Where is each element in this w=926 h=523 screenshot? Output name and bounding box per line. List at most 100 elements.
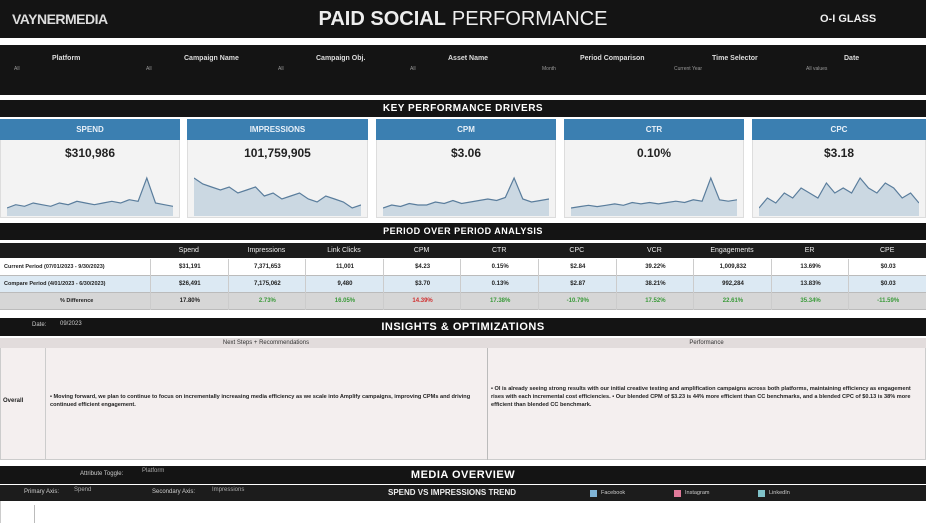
primary-label: Primary Axis:: [24, 489, 60, 495]
toggle-label: Attribute Toggle:: [80, 471, 124, 477]
insights-body: [0, 338, 926, 460]
media-title: MEDIA OVERVIEW: [410, 469, 516, 481]
kpi-value: 101,759,905: [244, 146, 311, 160]
pop-cell: -10.79%: [538, 293, 617, 310]
insights-col: Next Steps + Recommendations: [222, 340, 310, 346]
pop-col: VCR: [647, 247, 662, 254]
secondary-label: Secondary Axis:: [152, 489, 196, 495]
secondary-value: Impressions: [212, 487, 245, 493]
title-bold: PAID SOCIAL: [318, 8, 446, 30]
pop-cell: 13.69%: [770, 259, 850, 276]
kpi-header: [0, 119, 180, 140]
insights-performance: • OI is already seeing strong results wi…: [491, 386, 911, 408]
pop-row-label: % Difference: [60, 298, 94, 304]
pop-cell: $31,191: [150, 259, 229, 276]
pop-cell: 13.83%: [770, 276, 850, 293]
legend-label: LinkedIn: [769, 490, 790, 496]
pop-cell: -11.59%: [848, 293, 926, 310]
pop-cell: 0.15%: [460, 259, 539, 276]
legend-label: Facebook: [601, 490, 626, 496]
pop-cell: 17.52%: [615, 293, 695, 310]
pop-cell: 35.34%: [770, 293, 850, 310]
pop-cell: 1,009,832: [693, 259, 772, 276]
kpi-header: [752, 119, 926, 140]
pop-row-label: Current Period (07/01/2023 - 9/30/2023): [4, 264, 105, 270]
legend-label: Instagram: [685, 490, 710, 496]
header-bar: [0, 0, 926, 38]
insights-title-bar: [0, 318, 926, 336]
pop-col: CTR: [491, 247, 507, 254]
filter-label: Time Selector: [712, 55, 758, 62]
pop-cell: $0.03: [848, 276, 926, 293]
filter-label: Campaign Obj.: [316, 55, 366, 62]
pop-cell: 0.13%: [460, 276, 539, 293]
sparkline-line: [383, 176, 549, 209]
pop-col: Engagements: [710, 247, 754, 254]
sparkline-line: [571, 176, 737, 209]
toggle-value: Platform: [142, 468, 165, 474]
pop-cell: $3.70: [382, 276, 462, 293]
sparkline-area: [7, 178, 173, 216]
kpi-header: [376, 119, 556, 140]
kpi-value: $310,986: [64, 146, 116, 160]
pop-cell: 16.05%: [305, 293, 384, 310]
insights-title: INSIGHTS & OPTIMIZATIONS: [381, 321, 545, 333]
filter-value: All: [278, 66, 284, 72]
kpi-value: $3.06: [450, 146, 482, 160]
pop-cell: $2.84: [538, 259, 617, 276]
kpi-name: SPEND: [76, 125, 104, 134]
brand: VAYNERMEDIA: [12, 11, 108, 27]
filter-value: All values: [806, 66, 828, 72]
kpi-header: [187, 119, 368, 140]
kpi-value: $3.18: [823, 146, 855, 160]
kpi-name: CPC: [830, 125, 848, 134]
kpi-name: IMPRESSIONS: [249, 125, 306, 134]
sparkline: [759, 176, 919, 216]
pop-col: CPC: [569, 247, 585, 254]
pop-title: PERIOD OVER PERIOD ANALYSIS: [383, 226, 543, 236]
title-light: PERFORMANCE: [451, 8, 608, 30]
pop-col: Link Clicks: [327, 247, 361, 254]
title-wrap: PAID SOCIAL PERFORMANCE: [0, 0, 926, 38]
primary-value: Spend: [74, 487, 92, 493]
sparkline: [571, 176, 737, 216]
sparkline-area: [383, 178, 549, 216]
filter-value: All: [410, 66, 416, 72]
insights-row-label: Overall: [3, 398, 24, 404]
filter-value: All: [146, 66, 152, 72]
kpi-title-bar: [0, 100, 926, 117]
filter-label: Period Comparison: [580, 55, 645, 62]
legend-swatch: [758, 490, 765, 497]
insights-col: Performance: [689, 340, 724, 346]
legend-swatch: [590, 490, 597, 497]
pop-row: [0, 293, 926, 310]
pop-row-label: Compare Period (4/01/2023 - 6/30/2023): [4, 281, 106, 287]
filter-value: Month: [542, 66, 556, 72]
pop-title-bar: [0, 223, 926, 240]
chart-title: SPEND VS IMPRESSIONS TREND: [388, 488, 517, 497]
insights-date: 09/2023: [60, 321, 82, 327]
filter-label: Date: [844, 55, 860, 62]
pop-cell: $4.23: [382, 259, 462, 276]
kpi-name: CTR: [645, 125, 663, 134]
sparkline-line: [759, 176, 919, 209]
pop-cell: 7,175,062: [227, 276, 307, 293]
sparkline-area: [759, 178, 919, 216]
pop-cell: $0.03: [848, 259, 926, 276]
sparkline-area: [194, 178, 361, 216]
sparkline: [383, 176, 549, 216]
pop-cell: 7,371,653: [227, 259, 307, 276]
legend-swatch: [674, 490, 681, 497]
pop-row: [0, 276, 926, 293]
kpi-header: [564, 119, 744, 140]
pop-cell: 9,480: [305, 276, 384, 293]
pop-cell: 992,284: [693, 276, 772, 293]
pop-col: ER: [804, 247, 815, 254]
filter-value: All: [14, 66, 20, 72]
insights-head: [0, 338, 926, 348]
sparkline-line: [194, 177, 361, 209]
pop-cell: 11,001: [305, 259, 384, 276]
pop-cell: 17.80%: [150, 293, 229, 310]
chart-area: [0, 501, 926, 523]
